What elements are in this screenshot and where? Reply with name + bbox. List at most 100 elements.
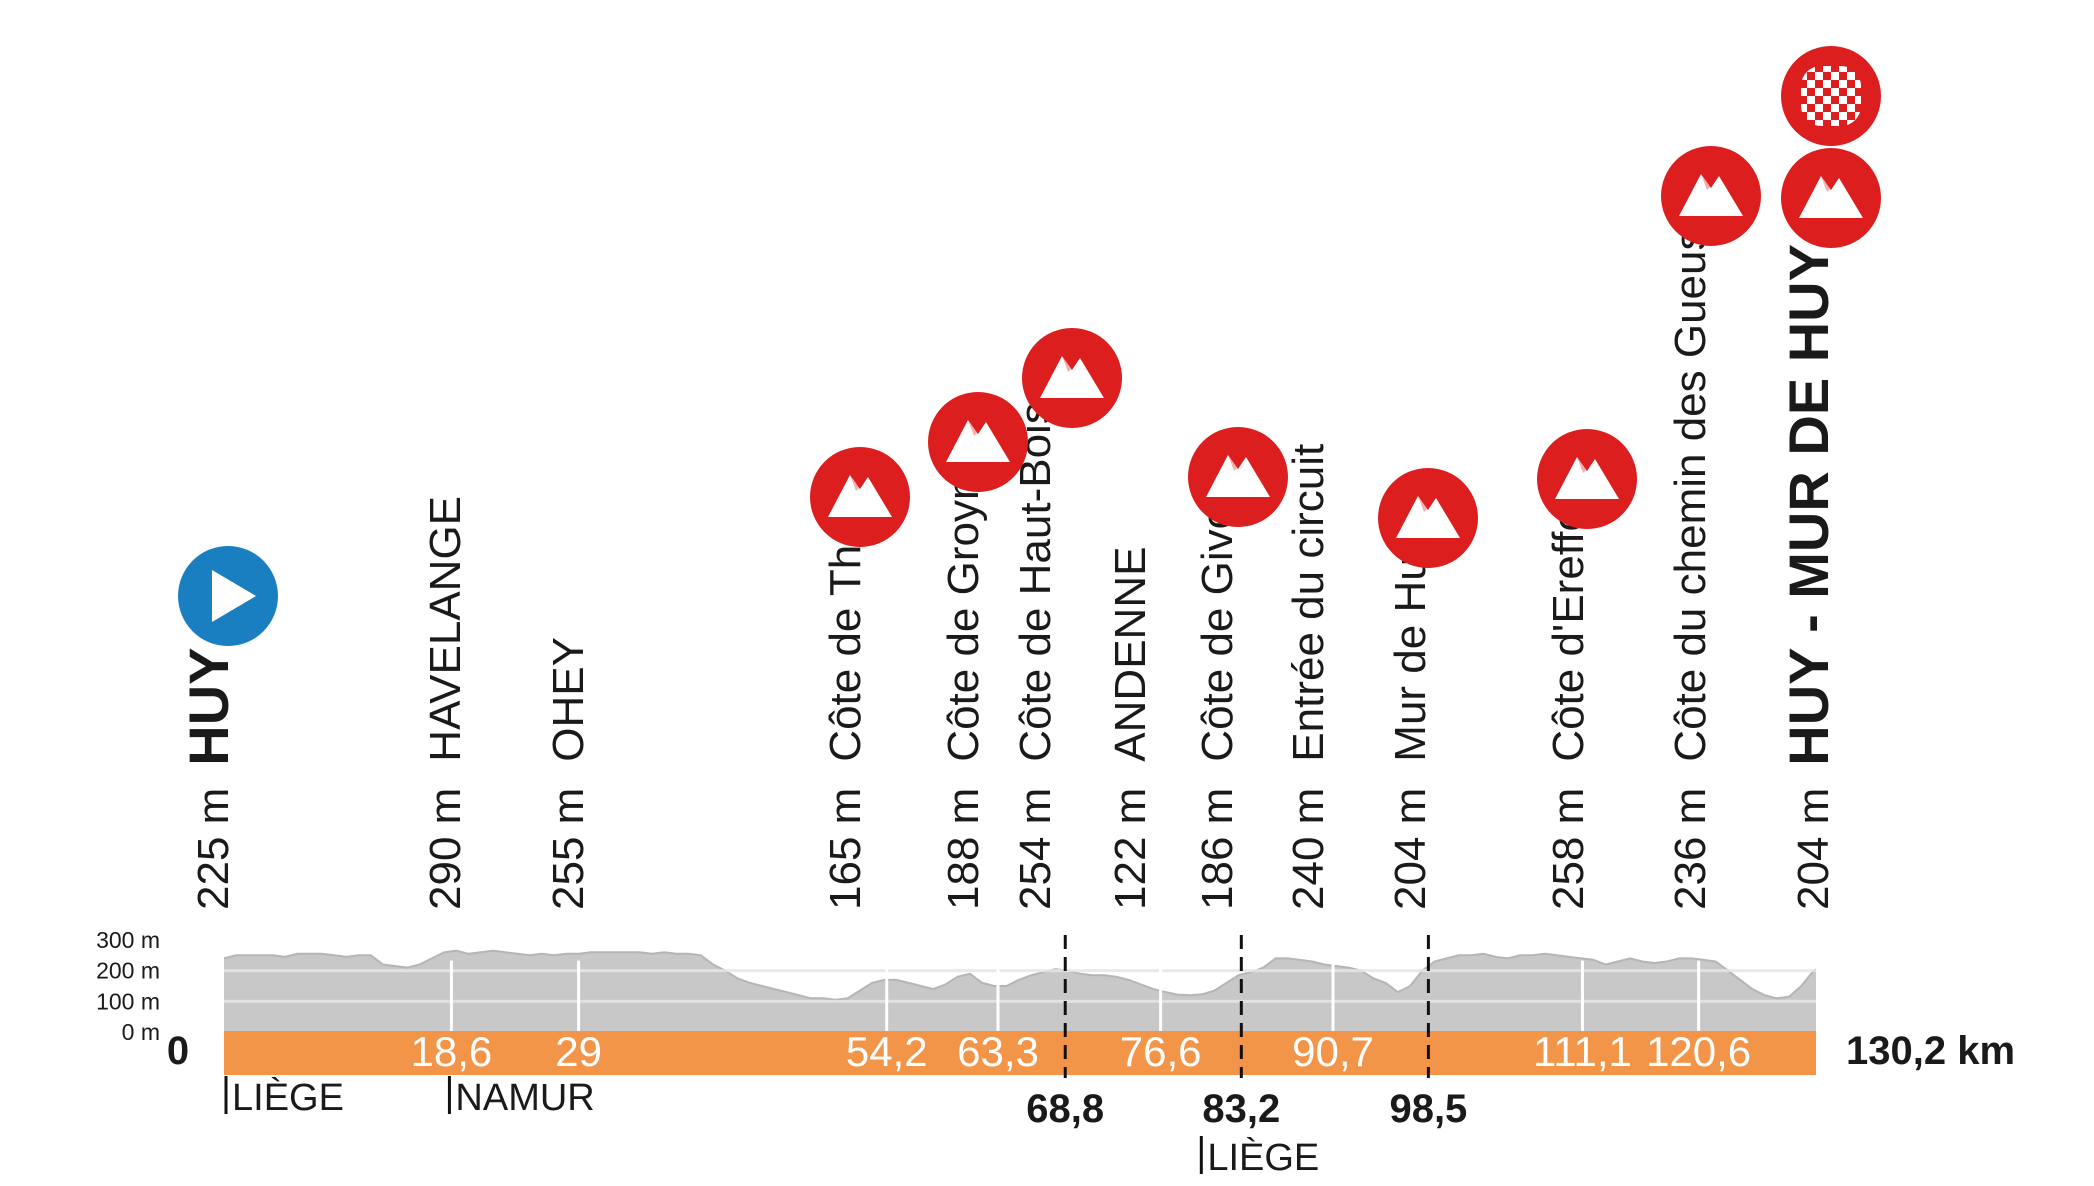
marker-altitude: 188 m	[939, 788, 988, 910]
distance-bar: 0 130,2 km	[167, 1029, 2015, 1075]
finish-flag-icon	[1781, 46, 1881, 146]
marker-altitude: 122 m	[1106, 788, 1155, 910]
marker-label-text: 122 m ANDENNE	[1106, 547, 1155, 910]
mountain-detail	[1062, 356, 1074, 372]
mountain-detail	[1701, 174, 1713, 190]
marker-label-text: 255 m OHEY	[544, 637, 593, 910]
climb-icon	[810, 447, 910, 547]
km-label: 83,2	[1202, 1087, 1280, 1131]
marker-altitude: 204 m	[1386, 788, 1435, 910]
marker-label-text: 236 m Côte du chemin des Gueuses	[1666, 182, 1715, 910]
mountain-detail	[1228, 455, 1240, 471]
marker-label-text: 204 m Mur de Huy	[1386, 534, 1435, 910]
mountain-shape	[1555, 457, 1619, 499]
marker-name: Entrée du circuit	[1284, 444, 1333, 762]
mountain-detail	[1577, 457, 1589, 473]
marker-name: HAVELANGE	[421, 496, 470, 762]
climb-icon	[928, 392, 1028, 492]
marker-label-text: 240 m Entrée du circuit	[1284, 444, 1333, 910]
marker-name: ANDENNE	[1106, 547, 1155, 762]
km-label: 90,7	[1292, 1028, 1374, 1075]
marker-label: 240 m Entrée du circuit	[1284, 444, 1333, 910]
marker-label: 254 mCôte de Haut-Bois	[1011, 402, 1060, 910]
marker-name: HUY - MUR DE HUY	[1777, 244, 1840, 766]
marker-label: 188 mCôte de Groynne	[939, 427, 988, 910]
climb-icon	[1537, 429, 1637, 529]
marker-altitude: 236 m	[1666, 788, 1715, 910]
region-label: LIÈGE	[1207, 1136, 1319, 1179]
climb-icon	[1378, 468, 1478, 568]
km-label: 120,6	[1646, 1028, 1751, 1075]
marker-label: 186 m Côte de Gives	[1193, 483, 1242, 910]
marker-name: Mur de Huy	[1386, 534, 1435, 761]
climb-icon	[1022, 328, 1122, 428]
y-tick-label: 0 m	[122, 1019, 160, 1045]
marker-altitude: 290 m	[421, 788, 470, 910]
marker-altitude: 204 m	[1789, 788, 1838, 910]
marker-label-text: 165 mCôte de Thon	[821, 496, 870, 910]
start-icon-arrow	[212, 570, 256, 622]
km-label: 29	[555, 1028, 602, 1075]
km-label: 76,6	[1120, 1028, 1202, 1075]
mountain-shape	[1206, 455, 1270, 497]
start-icon	[178, 546, 278, 646]
marker-label: 258 m Côte d'Ereffe	[1544, 507, 1593, 910]
y-tick-label: 200 m	[96, 958, 160, 984]
marker-altitude: 258 m	[1544, 788, 1593, 910]
elevation-profile	[223, 949, 1817, 1032]
marker-label-text: 188 mCôte de Groynne	[939, 427, 988, 910]
marker-label-text: 186 m Côte de Gives	[1193, 483, 1242, 910]
climb-icon	[1781, 148, 1881, 248]
climb-icon	[1188, 427, 1288, 527]
marker-label: 122 m ANDENNE	[1106, 547, 1155, 910]
finish-icon-checker	[1801, 66, 1861, 126]
marker-label-text: 254 mCôte de Haut-Bois	[1011, 402, 1060, 910]
marker-label: 236 m Côte du chemin des Gueuses	[1666, 182, 1715, 910]
km-label: 68,8	[1026, 1087, 1104, 1131]
start-km-label: 0	[167, 1029, 189, 1073]
mountain-detail	[1418, 496, 1430, 512]
distance-bar-fill	[224, 1031, 1816, 1075]
climb-icon	[1661, 146, 1761, 246]
mountain-shape	[828, 475, 892, 517]
mountain-shape	[1679, 174, 1743, 216]
route-icons	[178, 46, 1881, 646]
marker-altitude: 255 m	[544, 788, 593, 910]
km-label: 63,3	[957, 1028, 1039, 1075]
marker-label-text: 290 m HAVELANGE	[421, 496, 470, 910]
marker-name: Côte de Gives	[1193, 483, 1242, 762]
marker-altitude: 165 m	[821, 788, 870, 910]
marker-altitude: 240 m	[1284, 788, 1333, 910]
marker-name: OHEY	[544, 637, 593, 762]
marker-label: 255 m OHEY	[544, 637, 593, 910]
marker-altitude: 225 m	[189, 788, 238, 910]
km-label: 111,1	[1533, 1028, 1632, 1075]
marker-label: 204 m Mur de Huy	[1386, 534, 1435, 910]
profile-outline	[223, 949, 1817, 1001]
marker-label: 225 m HUY	[177, 647, 240, 910]
km-label: 18,6	[411, 1028, 493, 1075]
marker-label-text: 225 m HUY	[177, 647, 240, 910]
marker-label-text: 204 m HUY - MUR DE HUY	[1777, 244, 1840, 910]
mountain-detail	[850, 475, 862, 491]
mountain-detail	[968, 420, 980, 436]
mountain-shape	[1040, 356, 1104, 398]
km-label: 54,2	[846, 1028, 928, 1075]
profile-area	[224, 950, 1816, 1032]
mountain-shape	[1396, 496, 1460, 538]
mountain-shape	[946, 420, 1010, 462]
y-tick-label: 100 m	[96, 988, 160, 1014]
km-label: 98,5	[1389, 1087, 1467, 1131]
marker-label: 290 m HAVELANGE	[421, 496, 470, 910]
mountain-detail	[1821, 176, 1833, 192]
marker-name: Côte d'Ereffe	[1544, 507, 1593, 762]
y-tick-label: 300 m	[96, 927, 160, 953]
marker-name: Côte du chemin des Gueuses	[1666, 182, 1715, 762]
marker-label: 204 m HUY - MUR DE HUY	[1777, 244, 1840, 910]
y-axis: 300 m 200 m 100 m 0 m	[96, 927, 160, 1045]
mountain-shape	[1799, 176, 1863, 218]
region-label: NAMUR	[455, 1077, 594, 1119]
marker-label: 165 mCôte de Thon	[821, 496, 870, 910]
